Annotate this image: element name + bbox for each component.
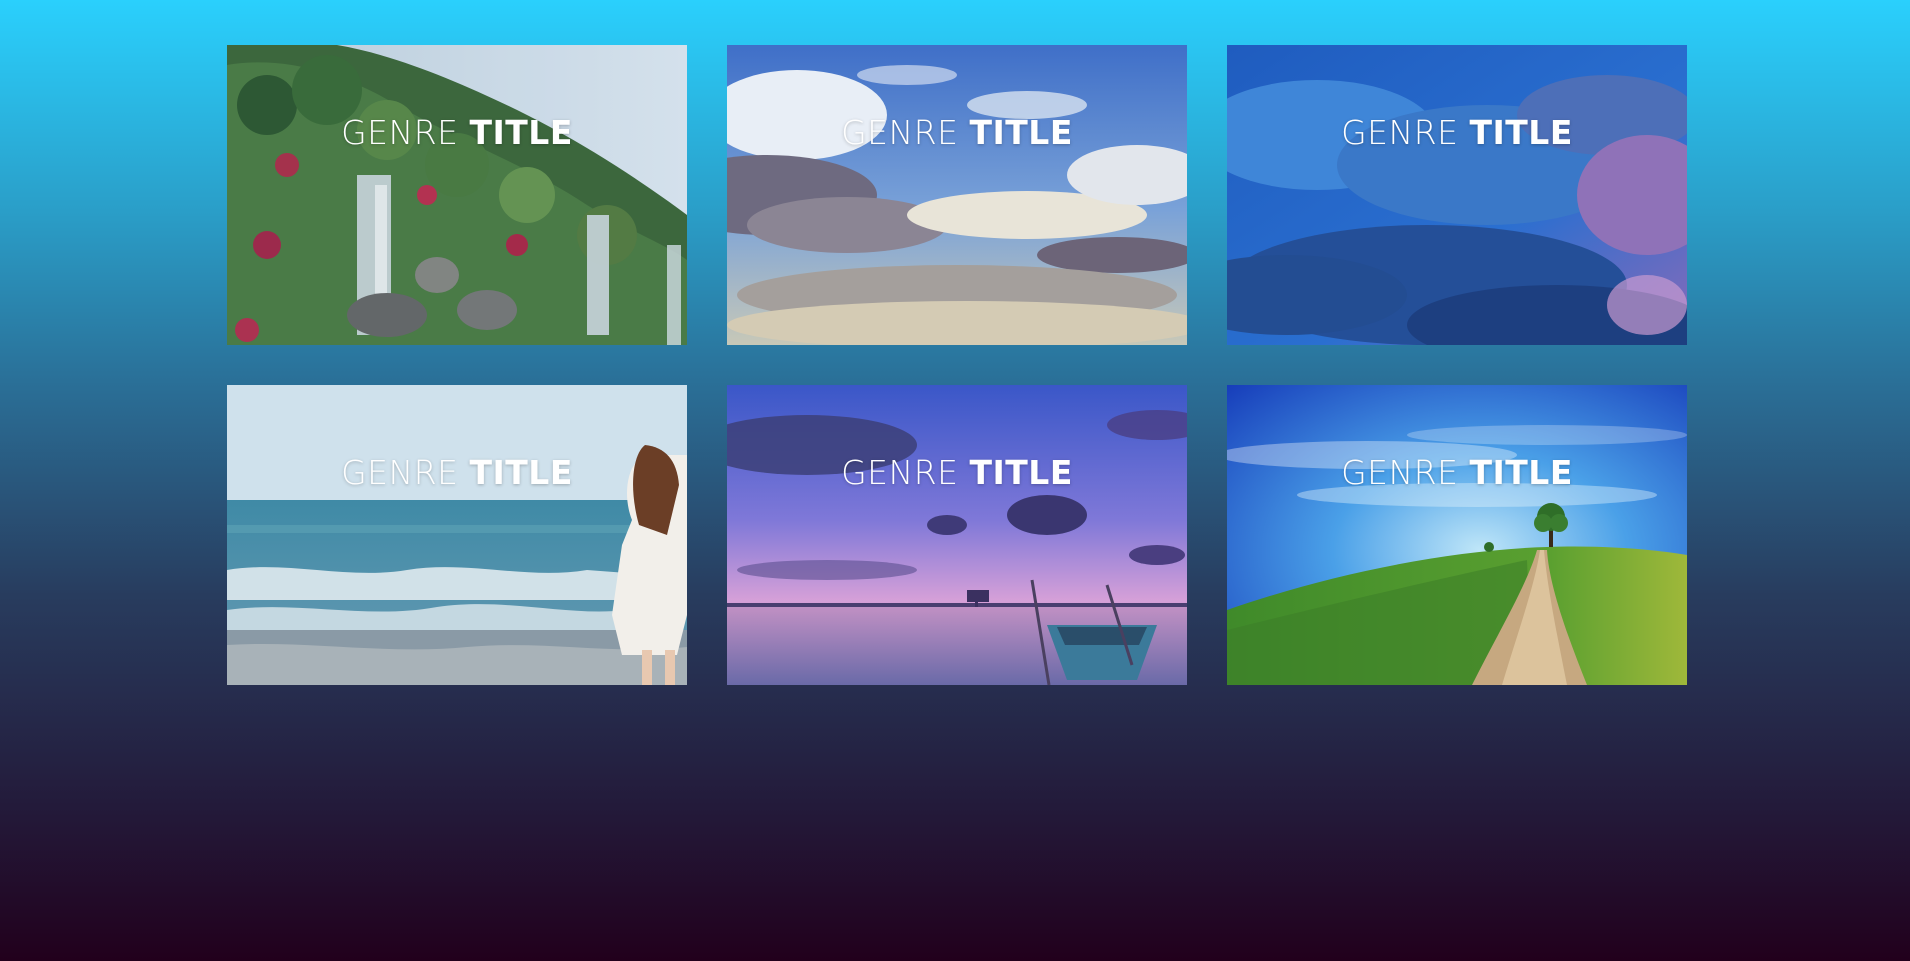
genre-card-cloudy-sky[interactable]: GENRE TITLE bbox=[727, 45, 1187, 345]
genre-card-green-hill[interactable]: GENRE TITLE bbox=[1227, 385, 1687, 685]
stormy-clouds-image bbox=[1227, 45, 1687, 345]
genre-card-waterfall[interactable]: GENRE TITLE bbox=[227, 45, 687, 345]
genre-card-sunset-lake[interactable]: GENRE TITLE bbox=[727, 385, 1187, 685]
genre-card-stormy-clouds[interactable]: GENRE TITLE bbox=[1227, 45, 1687, 345]
cloudy-sky-image bbox=[727, 45, 1187, 345]
waterfall-garden-image bbox=[227, 45, 687, 345]
beach-woman-image bbox=[227, 385, 687, 685]
genre-card-beach[interactable]: GENRE TITLE bbox=[227, 385, 687, 685]
genre-grid: GENRE TITLE GENR bbox=[227, 45, 1687, 685]
sunset-lake-boat-image bbox=[727, 385, 1187, 685]
green-hill-path-image bbox=[1227, 385, 1687, 685]
